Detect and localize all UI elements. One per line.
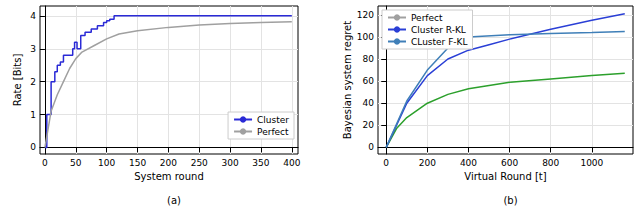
svg-text:4: 4	[30, 11, 36, 21]
svg-text:600: 600	[501, 158, 518, 168]
svg-text:Cluster: Cluster	[257, 115, 289, 125]
svg-text:300: 300	[222, 158, 239, 168]
svg-text:250: 250	[191, 158, 208, 168]
svg-text:Perfect: Perfect	[411, 13, 443, 23]
svg-text:0: 0	[383, 158, 389, 168]
svg-text:0: 0	[368, 142, 374, 152]
svg-text:120: 120	[357, 10, 374, 20]
svg-text:350: 350	[252, 158, 269, 168]
svg-text:Bayesian system regret: Bayesian system regret	[342, 21, 353, 139]
svg-text:80: 80	[363, 54, 375, 64]
svg-text:60: 60	[363, 76, 375, 86]
svg-text:Rate [Bits]: Rate [Bits]	[12, 54, 23, 107]
svg-text:40: 40	[363, 98, 375, 108]
svg-text:100: 100	[357, 32, 374, 42]
svg-text:3: 3	[30, 44, 36, 54]
svg-text:2: 2	[30, 77, 36, 87]
svg-text:200: 200	[419, 158, 436, 168]
svg-text:Perfect: Perfect	[257, 127, 289, 137]
svg-text:(a): (a)	[167, 195, 181, 206]
svg-text:0: 0	[42, 158, 48, 168]
svg-text:1000: 1000	[580, 158, 603, 168]
svg-text:(b): (b)	[503, 195, 517, 206]
svg-text:CLuster F-KL: CLuster F-KL	[411, 37, 468, 47]
svg-text:100: 100	[98, 158, 115, 168]
svg-text:50: 50	[70, 158, 82, 168]
svg-text:Cluster R-KL: Cluster R-KL	[411, 25, 466, 35]
svg-text:0: 0	[30, 142, 36, 152]
svg-text:System round: System round	[134, 171, 204, 182]
svg-text:400: 400	[283, 158, 300, 168]
svg-text:800: 800	[542, 158, 559, 168]
svg-text:400: 400	[460, 158, 477, 168]
svg-text:1: 1	[30, 110, 36, 120]
svg-text:200: 200	[160, 158, 177, 168]
svg-text:20: 20	[363, 120, 375, 130]
svg-text:Virtual Round [t]: Virtual Round [t]	[464, 171, 546, 182]
svg-text:150: 150	[129, 158, 146, 168]
